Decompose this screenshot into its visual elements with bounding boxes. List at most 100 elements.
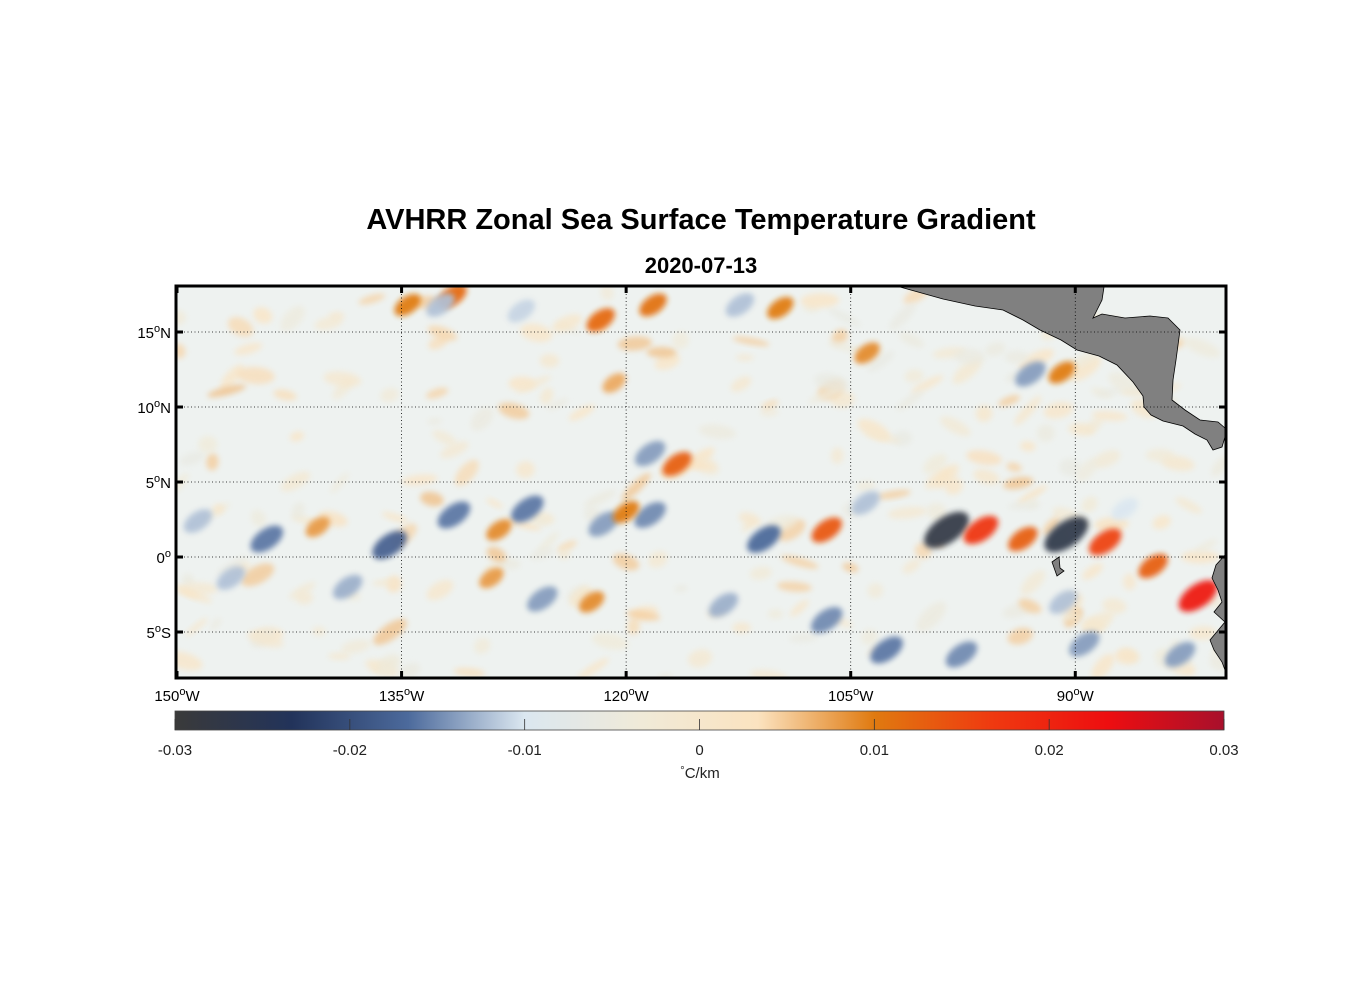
field-texture-blob: [583, 489, 617, 508]
colorbar-tick-label: 0: [695, 742, 703, 759]
field-texture-blob: [916, 601, 947, 632]
field-texture-blob: [568, 404, 596, 421]
field-texture-blob: [612, 553, 640, 571]
gradient-feature: [394, 293, 421, 317]
field-texture-blob: [220, 364, 244, 390]
field-texture-blob: [440, 441, 469, 459]
south-america-land: [1209, 554, 1225, 671]
field-texture-blob: [474, 638, 491, 654]
lat-tick-label: 0o: [157, 548, 171, 567]
field-texture-blob: [207, 384, 247, 398]
field-texture-blob: [789, 599, 809, 617]
lon-hemi: W: [635, 688, 650, 705]
field-texture-blob: [177, 343, 186, 359]
gradient-feature: [708, 592, 739, 618]
field-texture-blob: [887, 506, 928, 519]
field-texture-blob: [1092, 450, 1121, 469]
field-texture-blob: [654, 353, 681, 370]
gradient-feature: [183, 509, 213, 533]
lon-tick-label: 135oW: [379, 686, 425, 705]
field-texture-blob: [312, 626, 326, 637]
field-texture-blob: [454, 459, 479, 486]
field-texture-blob: [432, 429, 457, 446]
field-texture-blob: [1076, 458, 1098, 482]
field-texture-blob: [648, 551, 668, 568]
field-texture-blob: [749, 566, 772, 580]
field-texture-blob: [470, 407, 494, 431]
field-texture-blob: [516, 375, 552, 393]
central-america-land: [899, 287, 1225, 451]
field-texture-blob: [216, 555, 248, 575]
field-texture-blob: [426, 387, 449, 399]
field-texture-blob: [1114, 648, 1138, 665]
field-texture-blob: [1091, 653, 1115, 677]
degree-symbol: o: [853, 686, 859, 698]
colorbar-tick-label: -0.03: [158, 742, 192, 759]
field-texture-blob: [1036, 424, 1055, 442]
field-texture-blob: [750, 669, 788, 677]
field-texture-blob: [1081, 496, 1098, 513]
field-texture-blob: [273, 389, 297, 401]
field-texture-blob: [177, 651, 203, 671]
field-texture-blob: [738, 512, 762, 527]
gradient-feature: [870, 636, 903, 664]
field-texture-blob: [179, 588, 213, 603]
gradient-feature: [507, 299, 536, 323]
gradient-feature: [437, 501, 471, 529]
field-texture-blob: [420, 491, 444, 507]
field-texture-blob: [486, 546, 507, 563]
field-texture-blob: [1183, 337, 1221, 358]
colorbar-tick-label: -0.02: [333, 742, 367, 759]
gradient-feature: [639, 293, 667, 317]
lon-tick-label: 90oW: [1057, 686, 1095, 705]
gradient-feature: [486, 519, 512, 541]
field-texture-blob: [426, 579, 454, 601]
gradient-feature: [634, 501, 666, 529]
field-texture-blob: [889, 303, 916, 331]
field-texture-blob: [732, 622, 752, 634]
field-texture-blob: [1096, 388, 1123, 397]
gradient-feature: [250, 525, 284, 553]
gradient-feature: [426, 293, 455, 317]
degree-symbol: o: [629, 686, 635, 698]
field-texture-blob: [876, 489, 911, 500]
field-texture-blob: [904, 369, 924, 383]
field-texture-blob: [1003, 476, 1034, 490]
lat-hemi: S: [161, 625, 171, 642]
field-texture-blob: [1020, 570, 1046, 596]
field-texture-blob: [827, 341, 866, 354]
colorbar-ticks: -0.03 -0.02 -0.01 0 0.01 0.02 0.03: [158, 719, 1239, 759]
field-texture-blob: [577, 657, 610, 677]
field-texture-blob: [1061, 611, 1082, 622]
field-texture-blob: [1082, 563, 1103, 580]
longitude-labels: 150oW 135oW 120oW 105oW 90oW: [154, 686, 1094, 705]
field-texture-blob: [767, 609, 784, 620]
field-texture-blob: [591, 633, 629, 650]
gradient-feature: [1015, 361, 1046, 387]
field-texture-blob: [250, 509, 267, 527]
field-texture-blob: [855, 480, 876, 492]
field-texture-blob: [227, 317, 254, 337]
field-texture-blob: [730, 376, 752, 392]
field-texture-blob: [627, 617, 640, 635]
field-texture-blob: [340, 639, 371, 654]
gradient-feature: [586, 308, 615, 332]
field-texture-blob: [674, 585, 688, 593]
field-texture-blob: [867, 582, 884, 599]
field-texture-blob: [401, 474, 438, 486]
field-texture-blob: [760, 407, 779, 417]
field-texture-blob: [776, 581, 812, 592]
colorbar: -0.03 -0.02 -0.01 0 0.01 0.02 0.03 °C/km: [158, 710, 1239, 782]
field-texture-blob: [241, 563, 275, 587]
field-texture-blob: [530, 513, 547, 526]
gradient-feature: [511, 495, 544, 523]
lat-deg: 10: [137, 400, 154, 417]
gradient-feature: [1049, 590, 1078, 614]
field-texture-blob: [323, 371, 362, 388]
lon-tick-label: 105oW: [828, 686, 874, 705]
field-texture-blob: [1007, 502, 1041, 510]
gradient-feature: [767, 296, 794, 320]
chart-title: AVHRR Zonal Sea Surface Temperature Grad…: [366, 204, 1036, 236]
map-frame: [174, 284, 1228, 680]
